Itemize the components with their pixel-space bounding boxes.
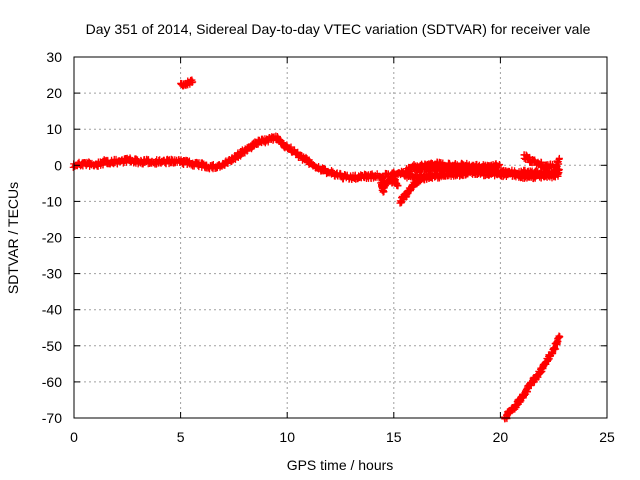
series-dip-arc (396, 170, 435, 207)
x-tick-label: 15 (386, 429, 402, 445)
data-point (494, 162, 502, 170)
y-tick-label: 0 (54, 157, 62, 173)
series-upper-band (411, 158, 504, 174)
y-tick-label: 30 (46, 49, 62, 65)
data-point (555, 155, 563, 163)
series-dip-spikes (377, 174, 402, 196)
x-tick-label: 10 (279, 429, 295, 445)
y-tick-label: -30 (42, 266, 62, 282)
data-point (495, 161, 503, 169)
series-isolated-high (177, 76, 197, 90)
x-tick-label: 25 (599, 429, 615, 445)
y-tick-label: -10 (42, 193, 62, 209)
x-tick-label: 20 (493, 429, 509, 445)
data-point (189, 78, 197, 86)
x-tick-label: 5 (177, 429, 185, 445)
y-axis-title: SDTVAR / TECUs (5, 182, 21, 294)
data-point (556, 333, 564, 341)
data-point (555, 332, 563, 340)
y-tick-label: -20 (42, 230, 62, 246)
series-late-arc (520, 151, 563, 172)
x-tick-labels: 0 5 10 15 20 25 (70, 429, 615, 445)
chart-title: Day 351 of 2014, Sidereal Day-to-day VTE… (86, 21, 591, 37)
axis-ticks (73, 56, 608, 419)
series-descent (500, 332, 564, 423)
data-point (554, 338, 562, 346)
data-point (278, 139, 286, 147)
data-point (394, 182, 402, 190)
data-point (554, 170, 562, 178)
grid (74, 57, 607, 418)
y-tick-label: 10 (46, 121, 62, 137)
y-tick-label: -50 (42, 338, 62, 354)
x-axis-title: GPS time / hours (287, 457, 394, 473)
y-tick-labels: -70 -60 -50 -40 -30 -20 -10 0 10 20 30 (42, 49, 62, 426)
x-tick-label: 0 (70, 429, 78, 445)
y-tick-label: -40 (42, 302, 62, 318)
data-point (506, 408, 514, 416)
data-points (69, 76, 564, 423)
y-tick-label: -60 (42, 374, 62, 390)
data-point (320, 165, 328, 173)
y-tick-label: -70 (42, 410, 62, 426)
y-tick-label: 20 (46, 85, 62, 101)
data-point (427, 173, 435, 181)
